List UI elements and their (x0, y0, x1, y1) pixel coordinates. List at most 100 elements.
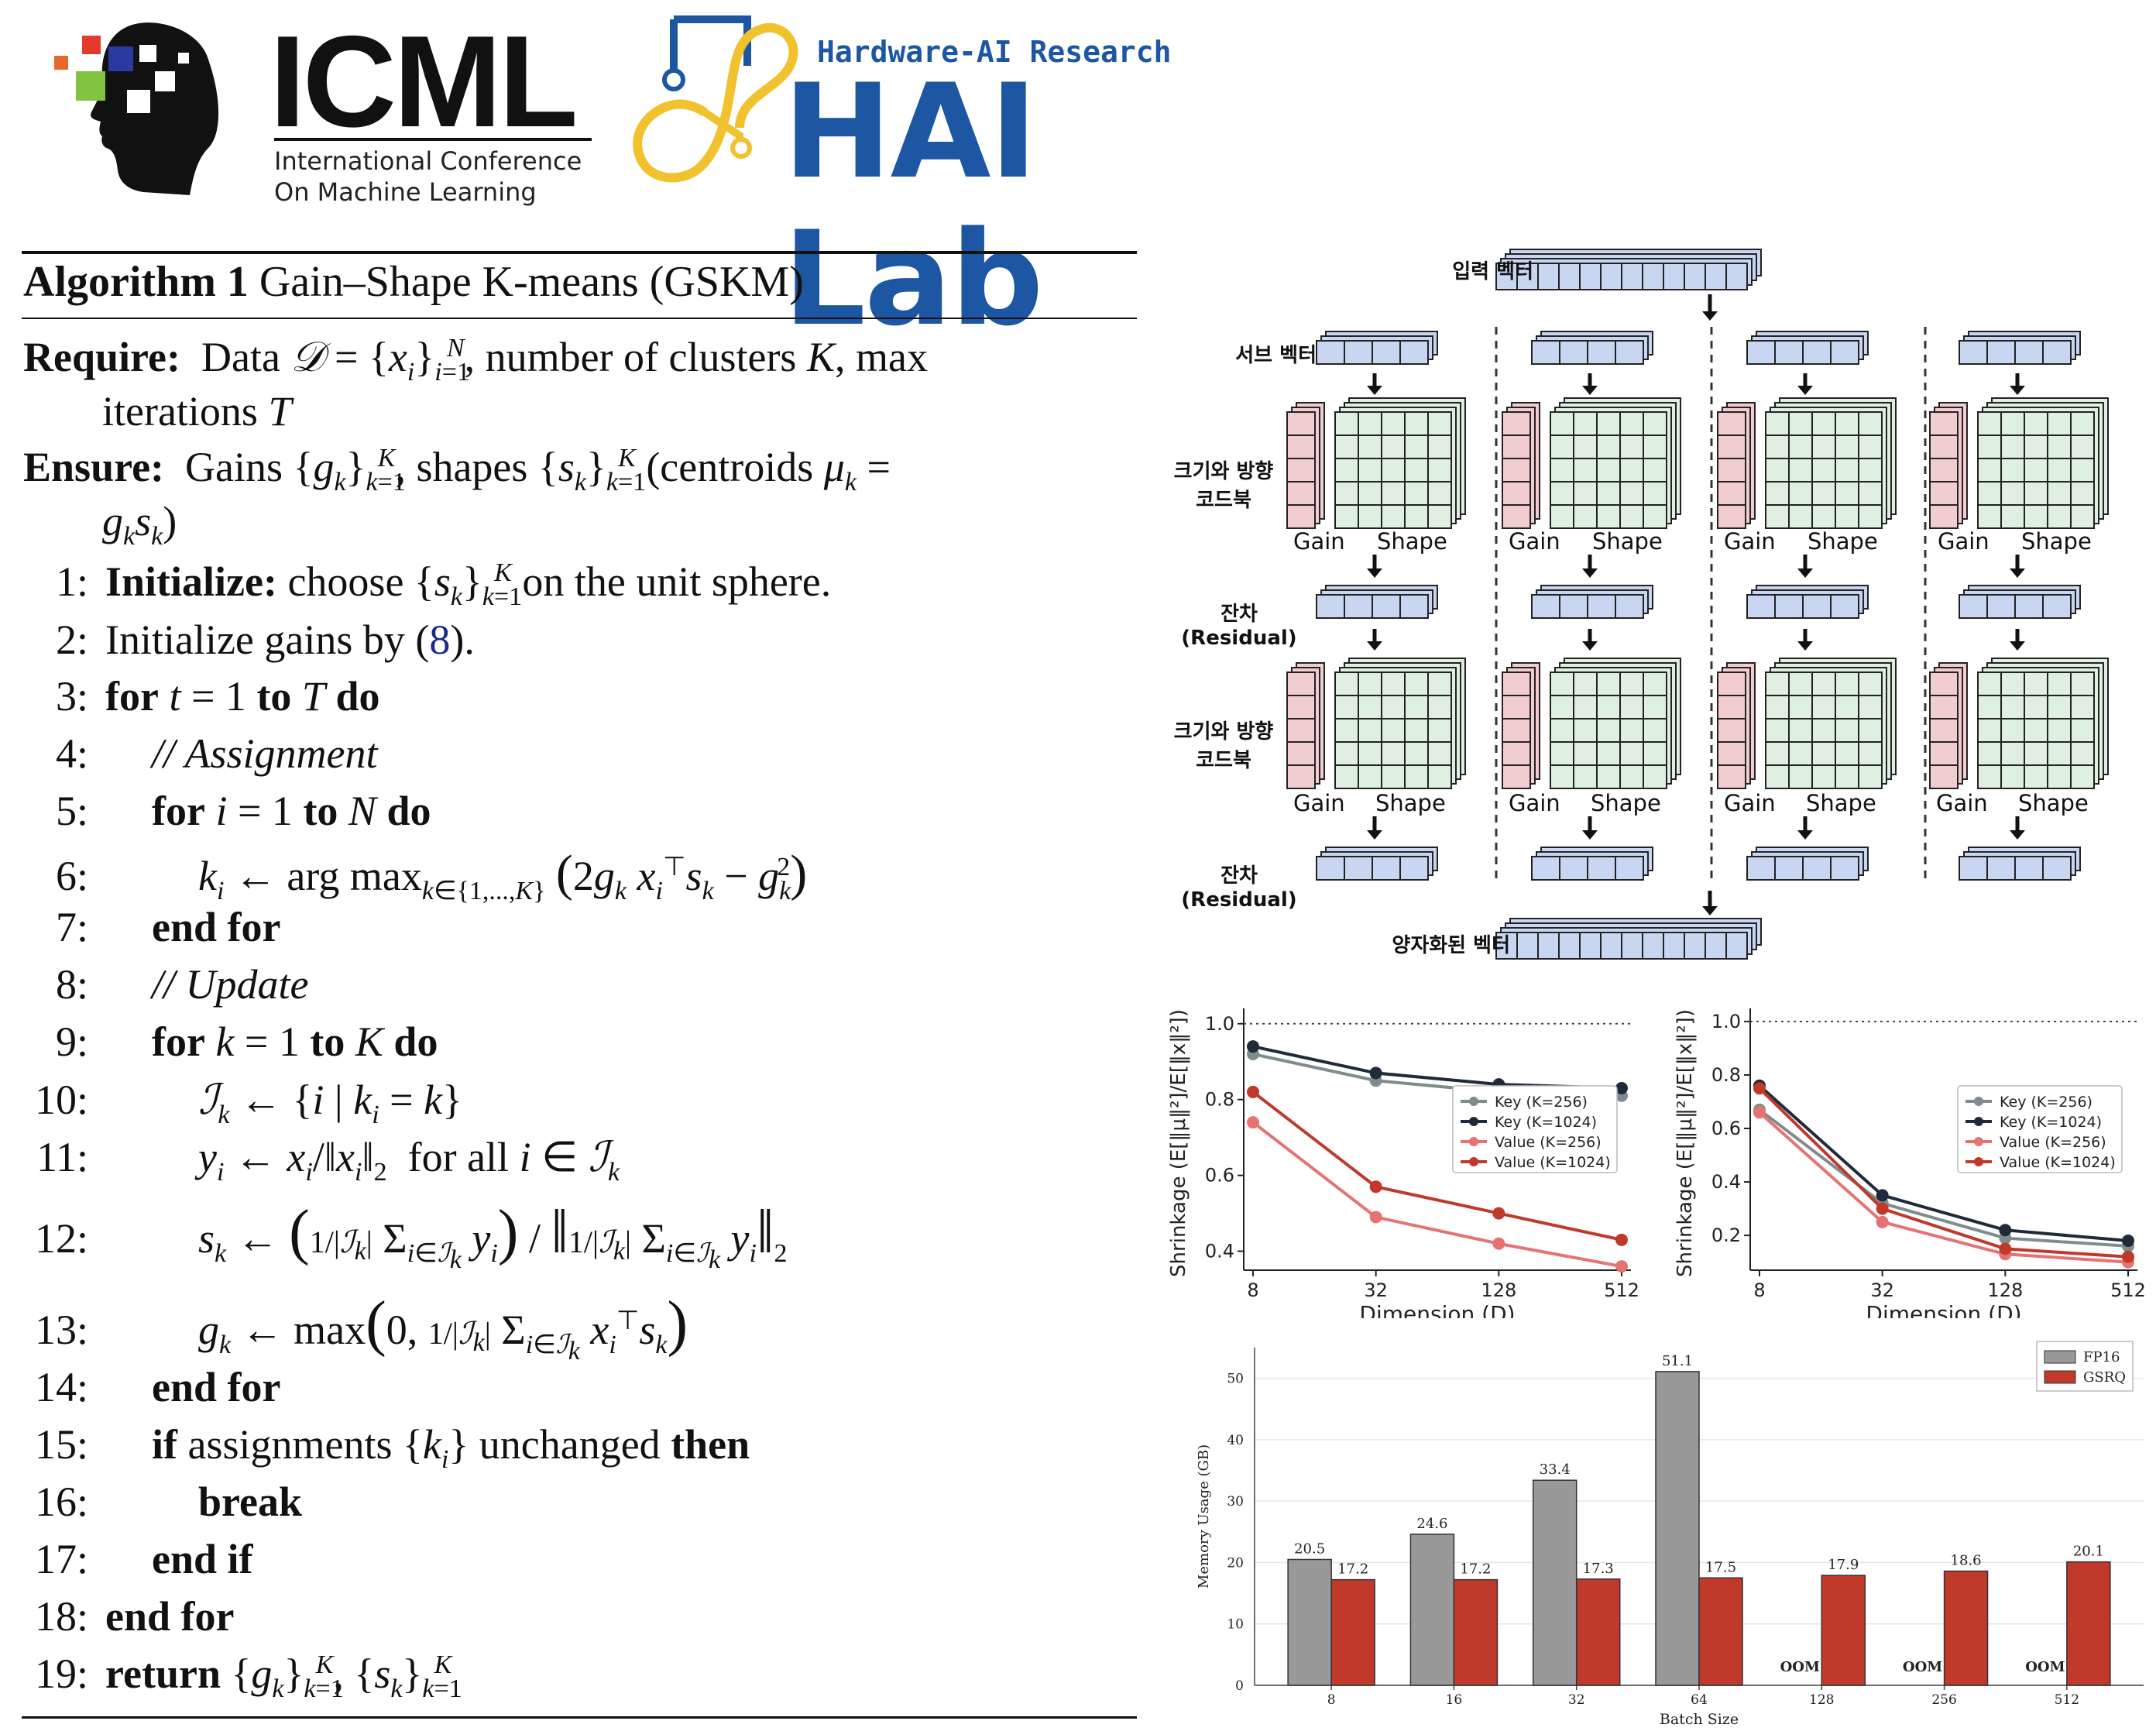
ensure-text: Gains {gk}k=1K, shapes {sk}k=1K (centroi… (174, 444, 891, 496)
x-tick-label: 512 (2055, 1692, 2079, 1708)
x-axis-label: Dimension (D) (1866, 1301, 2021, 1318)
y-axis-label: Memory Usage (GB) (1196, 1444, 1212, 1588)
data-point (2122, 1235, 2134, 1248)
x-tick-label: 128 (1809, 1692, 1834, 1708)
require-text: Data 𝒟 = {xi}i=1N, number of clusters K,… (191, 334, 928, 386)
sub-vector (1531, 331, 1653, 365)
algorithm-title-rule (22, 318, 1137, 319)
legend-marker (1974, 1097, 1983, 1106)
gain-codebook (1929, 402, 1968, 529)
down-arrow-icon-head (2010, 568, 2025, 578)
icml-title-underline (274, 138, 592, 141)
down-arrow-icon-head (1582, 830, 1598, 840)
data-point (1369, 1066, 1382, 1080)
x-tick-label: 32 (1568, 1692, 1585, 1708)
sub-vector (1746, 331, 1869, 365)
down-arrow-icon-head (1797, 386, 1813, 395)
down-arrow-icon-head (1797, 830, 1813, 840)
gain-codebook-layer (1502, 671, 1531, 789)
legend-swatch (2044, 1370, 2076, 1384)
gain-label: Gain (1724, 790, 1776, 816)
legend-marker (1974, 1157, 1983, 1166)
shape-codebook (1977, 397, 2109, 529)
residual-vector (1746, 847, 1869, 881)
bar-value-label: 17.2 (1337, 1561, 1368, 1578)
y-tick-label: 1.0 (1711, 1011, 1741, 1032)
algo-line-13: 13: gk ← max(0, 1/|ℐk| Σi∈ℐk xi⊤sk) (34, 1290, 688, 1365)
data-point (1247, 1040, 1259, 1053)
shape-codebook-layer (1977, 671, 2095, 789)
legend-label: Value (K=256) (2000, 1134, 2106, 1151)
bar-value-label: 51.1 (1662, 1353, 1693, 1369)
algo-line-1: 1: Initialize: choose {sk}k=1K on the uni… (55, 558, 832, 611)
residual-vector (1316, 847, 1438, 881)
icml-logo: ICML International Conference On Machine… (54, 15, 612, 207)
legend-swatch (2044, 1350, 2076, 1364)
residual-vector (1316, 585, 1438, 619)
y-tick-label: 0.8 (1205, 1089, 1234, 1111)
bar-value-label: 17.2 (1460, 1561, 1491, 1578)
legend-marker (1469, 1117, 1478, 1126)
ensure-continuation: gksk) (102, 498, 177, 551)
down-arrow-icon-head (2010, 830, 2025, 840)
ensure-line: Ensure: Gains {gk}k=1K, shapes {sk}k=1K … (23, 443, 891, 497)
algo-line-18: 18: end for (34, 1593, 235, 1640)
gain-codebook-layer (1502, 411, 1531, 529)
head-silhouette-icon (54, 22, 219, 196)
gain-codebook (1286, 402, 1325, 529)
algo-line-16: 16: break (34, 1479, 303, 1525)
x-tick-label: 128 (1987, 1279, 2023, 1301)
legend-box (1957, 1085, 2123, 1173)
legend-label: Value (K=1024) (1495, 1154, 1611, 1171)
gain-codebook-layer (1929, 411, 1959, 529)
y-tick-label: 0.4 (1711, 1171, 1741, 1193)
data-point (1492, 1237, 1505, 1250)
legend-label: Key (K=1024) (1495, 1114, 1597, 1131)
data-point (1999, 1242, 2012, 1255)
hai-lab-logo: Hardware-AI Research HAI Lab (631, 12, 1266, 352)
x-tick-label: 8 (1327, 1692, 1336, 1708)
x-tick-label: 32 (1870, 1279, 1894, 1301)
shape-codebook-layer (1765, 671, 1883, 789)
down-arrow-icon-head (1367, 568, 1382, 578)
input-vector (1495, 249, 1762, 290)
x-tick-label: 128 (1481, 1279, 1516, 1301)
algorithm-box: Algorithm 1 Gain–Shape K-means (GSKM) Re… (0, 240, 1146, 1727)
gain-label: Gain (1938, 528, 1989, 555)
algo-line-15: 15: if assignments {ki} unchanged then (34, 1421, 750, 1474)
gskm-diagram: 입력 벡터 서브 벡터 크기와 방향 코드북 잔차 (Residual) 크기와 … (1162, 240, 2156, 976)
gain-codebook-layer (1929, 671, 1959, 789)
input-arrow-icon-head (1702, 311, 1718, 321)
bar (1453, 1578, 1499, 1686)
down-arrow-icon-head (1367, 386, 1382, 395)
y-axis-label: Shrinkage (E[‖μ‖²]/E[‖x‖²]) (1674, 1009, 1697, 1277)
algo-line-6: 6: ki ← arg maxk∈{1,...,K} (2gk xi⊤sk − g… (55, 845, 808, 905)
legend-marker (1469, 1137, 1478, 1146)
shrinkage-chart-key-value-1: 0.4 0.6 0.8 1.0 8 32 128 512 Dimension (D) Shrink… (1159, 977, 1639, 1327)
bar-value-label: 17.3 (1583, 1561, 1614, 1577)
oom-label: OOM (2025, 1659, 2065, 1675)
algorithm-number: Algorithm 1 (23, 258, 249, 306)
shape-codebook (1550, 658, 1681, 789)
gain-codebook (1502, 662, 1540, 789)
algo-line-7: 7: end for (55, 904, 281, 950)
data-point (1369, 1180, 1382, 1193)
x-tick-label: 16 (1446, 1692, 1463, 1708)
data-point (1247, 1116, 1259, 1129)
codebook-label-1: 크기와 방향 코드북 (1173, 460, 1274, 512)
gain-codebook-layer (1717, 671, 1746, 789)
residual-label-1: 잔차 (Residual) (1181, 603, 1297, 650)
data-point (1492, 1207, 1505, 1220)
bar-value-label: 20.1 (2073, 1544, 2104, 1560)
gain-label: Gain (1509, 528, 1560, 555)
algo-line-9: 9: for k = 1 to K do (55, 1018, 438, 1065)
bar-value-label: 17.5 (1705, 1559, 1736, 1575)
y-tick-label: 40 (1227, 1433, 1244, 1448)
ensure-keyword: Ensure: (23, 444, 165, 490)
x-tick-label: 64 (1691, 1692, 1708, 1708)
data-point (1615, 1260, 1628, 1273)
shape-codebook-layer (1334, 671, 1452, 789)
down-arrow-icon-head (1582, 641, 1598, 651)
y-tick-label: 50 (1227, 1372, 1244, 1387)
y-tick-label: 10 (1227, 1617, 1244, 1633)
